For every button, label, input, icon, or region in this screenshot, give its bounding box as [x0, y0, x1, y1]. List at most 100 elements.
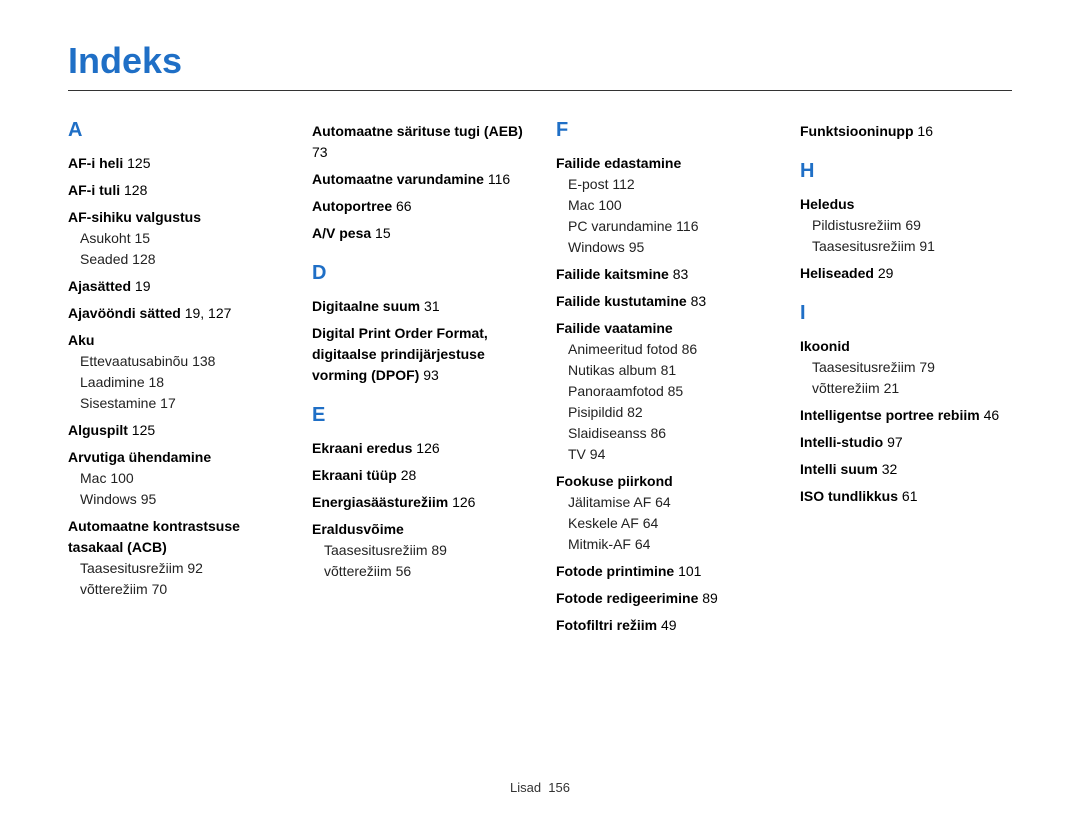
index-term[interactable]: Arvutiga ühendamine: [68, 447, 280, 468]
index-page-ref: 116: [676, 218, 698, 234]
index-term[interactable]: Heliseaded 29: [800, 263, 1012, 284]
index-letter: F: [556, 115, 768, 145]
index-term[interactable]: Heledus: [800, 194, 1012, 215]
index-letter: E: [312, 400, 524, 430]
index-page-ref: 32: [882, 461, 898, 477]
index-subentry[interactable]: Keskele AF 64: [556, 513, 768, 534]
index-page-ref: 19: [135, 278, 151, 294]
index-subentry[interactable]: Taasesitusrežiim 79: [800, 357, 1012, 378]
index-subentry[interactable]: Pildistusrežiim 69: [800, 215, 1012, 236]
index-subentry[interactable]: võtterežiim 21: [800, 378, 1012, 399]
index-term[interactable]: AF-i heli 125: [68, 153, 280, 174]
index-subentry[interactable]: Slaidiseanss 86: [556, 423, 768, 444]
index-subentry[interactable]: Animeeritud fotod 86: [556, 339, 768, 360]
index-term[interactable]: Fotofiltri režiim 49: [556, 615, 768, 636]
footer-page: 156: [548, 780, 570, 795]
index-page-ref: 64: [655, 494, 671, 510]
index-subentry[interactable]: Ettevaatusabinõu 138: [68, 351, 280, 372]
index-term[interactable]: Ajavööndi sätted 19, 127: [68, 303, 280, 324]
index-page-ref: 15: [134, 230, 150, 246]
index-term[interactable]: Automaatne särituse tugi (AEB) 73: [312, 121, 524, 163]
index-term[interactable]: Fotode redigeerimine 89: [556, 588, 768, 609]
index-subentry[interactable]: Seaded 128: [68, 249, 280, 270]
index-subentry[interactable]: Windows 95: [556, 237, 768, 258]
index-term[interactable]: Autoportree 66: [312, 196, 524, 217]
index-page-ref: 56: [396, 563, 412, 579]
index-subentry[interactable]: Mac 100: [556, 195, 768, 216]
index-term[interactable]: Failide kaitsmine 83: [556, 264, 768, 285]
index-subentry[interactable]: Mac 100: [68, 468, 280, 489]
index-term[interactable]: Fotode printimine 101: [556, 561, 768, 582]
index-term[interactable]: Digitaalne suum 31: [312, 296, 524, 317]
index-subentry[interactable]: Sisestamine 17: [68, 393, 280, 414]
index-term[interactable]: Ekraani tüüp 28: [312, 465, 524, 486]
index-page-ref: 128: [132, 251, 155, 267]
index-term[interactable]: Automaatne varundamine 116: [312, 169, 524, 190]
index-subentry[interactable]: Jälitamise AF 64: [556, 492, 768, 513]
index-term[interactable]: Failide edastamine: [556, 153, 768, 174]
index-term[interactable]: AF-i tuli 128: [68, 180, 280, 201]
index-term[interactable]: Digital Print Order Format, digitaalse p…: [312, 323, 524, 386]
index-subentry[interactable]: Asukoht 15: [68, 228, 280, 249]
index-subentry[interactable]: Windows 95: [68, 489, 280, 510]
index-page-ref: 17: [160, 395, 176, 411]
index-subentry[interactable]: Panoraamfotod 85: [556, 381, 768, 402]
index-subentry[interactable]: Taasesitusrežiim 89: [312, 540, 524, 561]
index-page-ref: 95: [141, 491, 157, 507]
index-page-ref: 81: [661, 362, 677, 378]
index-term[interactable]: Energiasäästurežiim 126: [312, 492, 524, 513]
index-term[interactable]: AF-sihiku valgustus: [68, 207, 280, 228]
index-page-ref: 19, 127: [185, 305, 232, 321]
index-page-ref: 100: [110, 470, 133, 486]
index-page-ref: 79: [919, 359, 935, 375]
index-subentry[interactable]: Taasesitusrežiim 92: [68, 558, 280, 579]
index-page-ref: 86: [682, 341, 698, 357]
index-column: F Failide edastamineE-post 112Mac 100PC v…: [556, 115, 768, 636]
index-page-ref: 64: [635, 536, 651, 552]
index-subentry[interactable]: Mitmik-AF 64: [556, 534, 768, 555]
index-page-ref: 93: [423, 367, 439, 383]
index-subentry[interactable]: võtterežiim 56: [312, 561, 524, 582]
index-term[interactable]: Alguspilt 125: [68, 420, 280, 441]
index-term[interactable]: Ekraani eredus 126: [312, 438, 524, 459]
index-term[interactable]: A/V pesa 15: [312, 223, 524, 244]
index-term[interactable]: ISO tundlikkus 61: [800, 486, 1012, 507]
index-term[interactable]: Intelli-studio 97: [800, 432, 1012, 453]
index-subentry[interactable]: Taasesitusrežiim 91: [800, 236, 1012, 257]
index-term[interactable]: Intelli suum 32: [800, 459, 1012, 480]
index-subentry[interactable]: Nutikas album 81: [556, 360, 768, 381]
index-columns: AAF-i heli 125AF-i tuli 128AF-sihiku val…: [68, 115, 1012, 636]
index-term[interactable]: Intelligentse portree rebiim 46: [800, 405, 1012, 426]
index-page-ref: 101: [678, 563, 701, 579]
index-term[interactable]: Failide kustutamine 83: [556, 291, 768, 312]
index-subentry[interactable]: E-post 112: [556, 174, 768, 195]
index-term[interactable]: Funktsiooninupp 16: [800, 121, 1012, 142]
index-page-ref: 61: [902, 488, 918, 504]
index-page-ref: 85: [668, 383, 684, 399]
index-page-ref: 95: [629, 239, 645, 255]
index-page-ref: 29: [878, 265, 894, 281]
index-page-ref: 125: [132, 422, 155, 438]
index-term[interactable]: Ikoonid: [800, 336, 1012, 357]
index-page-ref: 28: [401, 467, 417, 483]
index-subentry[interactable]: TV 94: [556, 444, 768, 465]
index-page-ref: 73: [312, 144, 328, 160]
index-term[interactable]: Eraldusvõime: [312, 519, 524, 540]
title-rule: [68, 90, 1012, 91]
index-subentry[interactable]: Pisipildid 82: [556, 402, 768, 423]
index-page-ref: 49: [661, 617, 677, 633]
index-subentry[interactable]: PC varundamine 116: [556, 216, 768, 237]
index-subentry[interactable]: Laadimine 18: [68, 372, 280, 393]
index-subentry[interactable]: võtterežiim 70: [68, 579, 280, 600]
index-page-ref: 126: [452, 494, 475, 510]
index-page-ref: 18: [149, 374, 165, 390]
index-term[interactable]: Fookuse piirkond: [556, 471, 768, 492]
index-term[interactable]: Automaatne kontrastsuse tasakaal (ACB): [68, 516, 280, 558]
index-column: Funktsiooninupp 16HHeledusPildistusrežii…: [800, 115, 1012, 636]
index-term[interactable]: Aku: [68, 330, 280, 351]
index-term[interactable]: Ajasätted 19: [68, 276, 280, 297]
index-page-ref: 70: [152, 581, 168, 597]
index-term[interactable]: Failide vaatamine: [556, 318, 768, 339]
index-column: Automaatne särituse tugi (AEB) 73 Automaa…: [312, 115, 524, 636]
index-page-ref: 112: [612, 176, 634, 192]
